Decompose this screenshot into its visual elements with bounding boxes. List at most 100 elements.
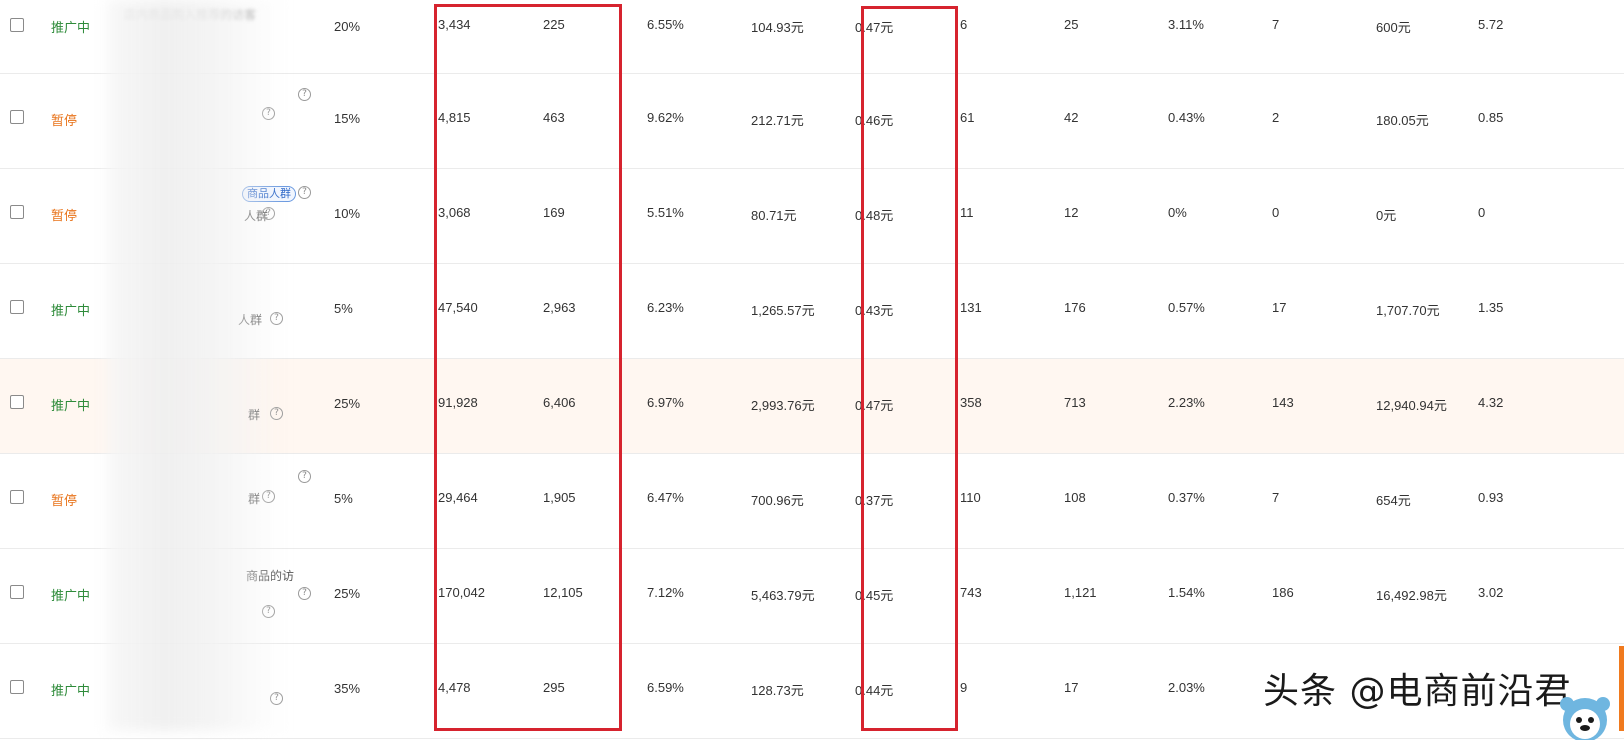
ratio-value: 20% [334,19,361,34]
table-row[interactable]: 推广中 店内商品购入推荐的访客 20% 3,434 225 6.55% 104.… [0,0,1624,74]
ratio-value: 5% [334,491,353,506]
status-label[interactable]: 推广中 [51,683,91,698]
status-label[interactable]: 推广中 [51,588,91,603]
table-row[interactable]: 推广中 商品的访 ? ? 25% 170,042 12,105 7.12% 5,… [0,549,1624,644]
status-label[interactable]: 推广中 [51,20,91,35]
metric-4: 104.93元 [751,20,804,35]
help-icon[interactable]: ? [270,312,283,325]
row-checkbox[interactable] [10,300,24,314]
metric-6: 61 [960,110,975,125]
metric-10: 1,707.70元 [1376,303,1440,318]
table-row[interactable]: 暂停 ? ? 15% 4,815 463 9.62% 212.71元 0.46元… [0,74,1624,169]
name-cell[interactable]: ? [124,644,324,739]
status-label[interactable]: 推广中 [51,303,91,318]
metric-5: 0.43元 [855,303,894,318]
watermark-text: 头条 @电商前沿君 [1263,671,1572,712]
metric-2: 12,105 [543,585,583,600]
status-label[interactable]: 推广中 [51,398,91,413]
name-cell[interactable]: 群 ? [124,359,324,454]
metric-4: 700.96元 [751,493,804,508]
metric-2: 295 [543,680,565,695]
metric-5: 0.47元 [855,20,894,35]
metric-7: 25 [1064,17,1079,32]
metric-6: 9 [960,680,968,695]
row-checkbox[interactable] [10,18,24,32]
row-checkbox[interactable] [10,110,24,124]
mascot-icon [1560,697,1610,740]
ratio-value: 35% [334,681,361,696]
help-icon[interactable]: ? [262,207,275,220]
help-icon[interactable]: ? [262,605,275,618]
help-icon[interactable]: ? [270,692,283,705]
row-checkbox[interactable] [10,205,24,219]
table-row[interactable]: 暂停 ? 群 ? 5% 29,464 1,905 6.47% 700.96元 0… [0,454,1624,549]
metric-11: 0.85 [1478,110,1504,125]
name-cell[interactable]: 人群 ? [124,264,324,359]
row-checkbox[interactable] [10,395,24,409]
name-cell[interactable]: ? 群 ? [124,454,324,549]
metric-6: 110 [960,490,981,505]
metric-9: 7 [1272,17,1280,32]
metric-3: 6.97% [647,395,684,410]
help-icon[interactable]: ? [298,88,311,101]
status-label[interactable]: 暂停 [51,208,78,223]
ratio-value: 5% [334,301,353,316]
metric-8: 0% [1168,205,1187,220]
metric-5: 0.44元 [855,683,894,698]
metric-11: 5.72 [1478,17,1504,32]
row-checkbox[interactable] [10,585,24,599]
help-icon[interactable]: ? [298,587,311,600]
metric-8: 1.54% [1168,585,1205,600]
metric-4: 1,265.57元 [751,303,815,318]
metric-1: 47,540 [438,300,478,315]
metric-9: 17 [1272,300,1287,315]
table-row[interactable]: 推广中 群 ? 25% 91,928 6,406 6.97% 2,993.76元… [0,359,1624,454]
metric-11: 3.02 [1478,585,1504,600]
table-row[interactable]: 暂停 商品人群 ? 人群 ? 10% 3,068 169 5.51% 80.71… [0,169,1624,264]
metric-6: 131 [960,300,982,315]
name-cell[interactable]: 店内商品购入推荐的访客 [124,0,324,74]
metric-3: 6.23% [647,300,684,315]
metric-4: 2,993.76元 [751,398,815,413]
help-icon[interactable]: ? [270,407,283,420]
metric-1: 4,478 [438,680,471,695]
metric-5: 0.37元 [855,493,894,508]
metric-11: 0.93 [1478,490,1504,505]
metric-2: 463 [543,110,565,125]
row-checkbox[interactable] [10,490,24,504]
metric-9: 7 [1272,490,1280,505]
metric-1: 170,042 [438,585,485,600]
metric-9: 186 [1272,585,1294,600]
metric-9: 2 [1272,110,1280,125]
metric-4: 5,463.79元 [751,588,815,603]
name-cell[interactable]: ? ? [124,74,324,169]
status-label[interactable]: 暂停 [51,113,78,128]
help-icon[interactable]: ? [298,186,311,199]
status-label[interactable]: 暂停 [51,493,78,508]
help-icon[interactable]: ? [262,490,275,503]
name-cell[interactable]: 商品人群 ? 人群 ? [124,169,324,264]
metric-5: 0.45元 [855,588,894,603]
metric-9: 0 [1272,205,1280,220]
ratio-value: 15% [334,111,361,126]
ratio-value: 25% [334,396,361,411]
metric-1: 29,464 [438,490,478,505]
metric-5: 0.46元 [855,113,894,128]
metric-7: 713 [1064,395,1086,410]
metric-11: 4.32 [1478,395,1504,410]
metric-10: 12,940.94元 [1376,398,1447,413]
metric-8: 2.23% [1168,395,1205,410]
table-row[interactable]: 推广中 人群 ? 5% 47,540 2,963 6.23% 1,265.57元… [0,264,1624,359]
help-icon[interactable]: ? [298,470,311,483]
help-icon[interactable]: ? [262,107,275,120]
metric-8: 0.43% [1168,110,1205,125]
audience-tag: 商品人群 [242,186,296,202]
metric-10: 600元 [1376,20,1411,35]
name-cell[interactable]: 商品的访 ? ? [124,549,324,644]
metric-5: 0.48元 [855,208,894,223]
metric-8: 0.37% [1168,490,1205,505]
metric-7: 17 [1064,680,1079,695]
metric-2: 169 [543,205,565,220]
row-checkbox[interactable] [10,680,24,694]
metric-3: 7.12% [647,585,684,600]
